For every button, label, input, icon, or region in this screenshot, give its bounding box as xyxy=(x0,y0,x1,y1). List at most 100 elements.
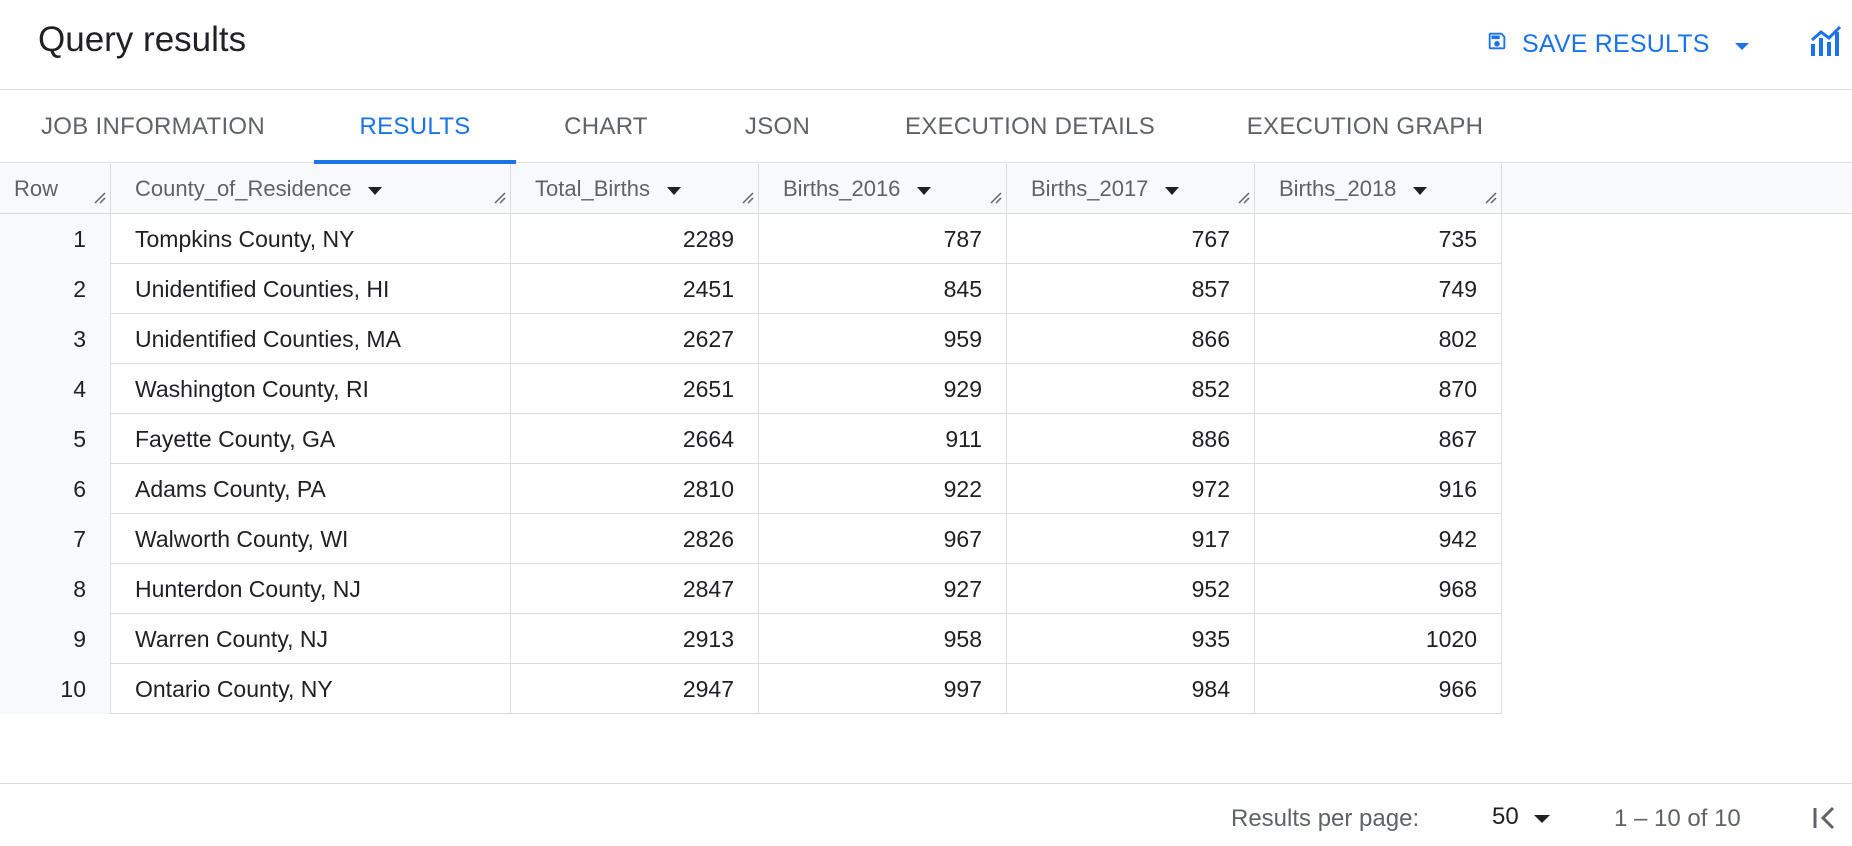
sort-arrow-icon[interactable] xyxy=(1412,176,1428,202)
cell-county: Ontario County, NY xyxy=(111,664,511,714)
cell-births-2016: 929 xyxy=(759,364,1007,414)
column-resize-icon[interactable] xyxy=(1236,184,1250,210)
cell-births-2016: 911 xyxy=(759,414,1007,464)
table-row: 10 Ontario County, NY 2947 997 984 966 xyxy=(0,664,1502,714)
cell-births-2018: 870 xyxy=(1255,364,1502,414)
cell-total-births: 2913 xyxy=(511,614,759,664)
table-row: 2 Unidentified Counties, HI 2451 845 857… xyxy=(0,264,1502,314)
column-header-births-2016[interactable]: Births_2016 xyxy=(759,164,1007,214)
tab-bar: JOB INFORMATION RESULTS CHART JSON EXECU… xyxy=(0,90,1852,164)
row-number: 4 xyxy=(0,364,111,414)
save-icon xyxy=(1486,30,1508,59)
results-per-page-label: Results per page: xyxy=(1231,805,1420,832)
results-per-page-value: 50 xyxy=(1492,803,1519,830)
cell-county: Walworth County, WI xyxy=(111,514,511,564)
cell-births-2018: 942 xyxy=(1255,514,1502,564)
cell-county: Adams County, PA xyxy=(111,464,511,514)
cell-county: Unidentified Counties, MA xyxy=(111,314,511,364)
cell-births-2018: 1020 xyxy=(1255,614,1502,664)
table-row: 7 Walworth County, WI 2826 967 917 942 xyxy=(0,514,1502,564)
pagination-range: 1 – 10 of 10 xyxy=(1614,805,1741,832)
cell-births-2016: 787 xyxy=(759,214,1007,264)
row-number: 1 xyxy=(0,214,111,264)
cell-county: Unidentified Counties, HI xyxy=(111,264,511,314)
cell-births-2017: 984 xyxy=(1007,664,1255,714)
cell-total-births: 2289 xyxy=(511,214,759,264)
cell-total-births: 2664 xyxy=(511,414,759,464)
tab-chart[interactable]: CHART xyxy=(564,112,648,140)
cell-births-2018: 867 xyxy=(1255,414,1502,464)
cell-births-2017: 852 xyxy=(1007,364,1255,414)
table-row: 6 Adams County, PA 2810 922 972 916 xyxy=(0,464,1502,514)
row-number: 10 xyxy=(0,664,111,714)
sort-arrow-icon[interactable] xyxy=(367,176,383,202)
cell-births-2018: 802 xyxy=(1255,314,1502,364)
column-header-births-2017[interactable]: Births_2017 xyxy=(1007,164,1255,214)
table-row: 3 Unidentified Counties, MA 2627 959 866… xyxy=(0,314,1502,364)
column-resize-icon[interactable] xyxy=(92,184,106,210)
cell-births-2017: 866 xyxy=(1007,314,1255,364)
table-header-row: Row County_of_Residence Total_Births Bir… xyxy=(0,164,1852,214)
cell-births-2017: 857 xyxy=(1007,264,1255,314)
tab-json[interactable]: JSON xyxy=(744,112,811,140)
cell-births-2017: 767 xyxy=(1007,214,1255,264)
cell-births-2017: 972 xyxy=(1007,464,1255,514)
row-number: 7 xyxy=(0,514,111,564)
cell-county: Hunterdon County, NJ xyxy=(111,564,511,614)
table-row: 1 Tompkins County, NY 2289 787 767 735 xyxy=(0,214,1502,264)
cell-county: Washington County, RI xyxy=(111,364,511,414)
column-resize-icon[interactable] xyxy=(492,184,506,210)
row-number: 5 xyxy=(0,414,111,464)
tab-results[interactable]: RESULTS xyxy=(314,90,516,164)
cell-births-2017: 952 xyxy=(1007,564,1255,614)
column-header-total-births[interactable]: Total_Births xyxy=(511,164,759,214)
sort-arrow-icon[interactable] xyxy=(1164,176,1180,202)
cell-total-births: 2651 xyxy=(511,364,759,414)
column-resize-icon[interactable] xyxy=(740,184,754,210)
cell-county: Tompkins County, NY xyxy=(111,214,511,264)
cell-births-2018: 916 xyxy=(1255,464,1502,514)
sort-arrow-icon[interactable] xyxy=(916,176,932,202)
cell-births-2016: 967 xyxy=(759,514,1007,564)
results-header: Query results SAVE RESULTS xyxy=(0,0,1852,90)
tab-execution-details[interactable]: EXECUTION DETAILS xyxy=(904,112,1156,140)
row-number: 3 xyxy=(0,314,111,364)
table-row: 5 Fayette County, GA 2664 911 886 867 xyxy=(0,414,1502,464)
cell-total-births: 2847 xyxy=(511,564,759,614)
column-header-births-2018[interactable]: Births_2018 xyxy=(1255,164,1502,214)
results-per-page-select[interactable]: 50 xyxy=(1492,803,1551,831)
cell-total-births: 2826 xyxy=(511,514,759,564)
cell-county: Warren County, NJ xyxy=(111,614,511,664)
tab-execution-graph[interactable]: EXECUTION GRAPH xyxy=(1246,112,1484,140)
column-resize-icon[interactable] xyxy=(988,184,1002,210)
row-number: 6 xyxy=(0,464,111,514)
cell-births-2018: 966 xyxy=(1255,664,1502,714)
first-page-icon[interactable] xyxy=(1812,806,1838,835)
save-results-button[interactable]: SAVE RESULTS xyxy=(1486,26,1750,62)
row-number: 8 xyxy=(0,564,111,614)
cell-births-2018: 968 xyxy=(1255,564,1502,614)
cell-births-2018: 735 xyxy=(1255,214,1502,264)
cell-total-births: 2947 xyxy=(511,664,759,714)
cell-births-2016: 997 xyxy=(759,664,1007,714)
cell-births-2016: 959 xyxy=(759,314,1007,364)
pagination-footer: Results per page: 50 1 – 10 of 10 xyxy=(0,783,1852,846)
table-row: 9 Warren County, NJ 2913 958 935 1020 xyxy=(0,614,1502,664)
cell-births-2016: 958 xyxy=(759,614,1007,664)
chart-icon[interactable] xyxy=(1810,25,1842,61)
cell-births-2017: 886 xyxy=(1007,414,1255,464)
cell-total-births: 2451 xyxy=(511,264,759,314)
cell-births-2016: 922 xyxy=(759,464,1007,514)
tab-job-information[interactable]: JOB INFORMATION xyxy=(40,112,266,140)
column-resize-icon[interactable] xyxy=(1483,184,1497,210)
table-row: 4 Washington County, RI 2651 929 852 870 xyxy=(0,364,1502,414)
column-header-county[interactable]: County_of_Residence xyxy=(111,164,511,214)
cell-county: Fayette County, GA xyxy=(111,414,511,464)
cell-births-2017: 935 xyxy=(1007,614,1255,664)
page-title: Query results xyxy=(38,20,247,59)
cell-total-births: 2810 xyxy=(511,464,759,514)
column-header-row: Row xyxy=(0,164,111,214)
sort-arrow-icon[interactable] xyxy=(666,176,682,202)
cell-births-2016: 927 xyxy=(759,564,1007,614)
cell-total-births: 2627 xyxy=(511,314,759,364)
